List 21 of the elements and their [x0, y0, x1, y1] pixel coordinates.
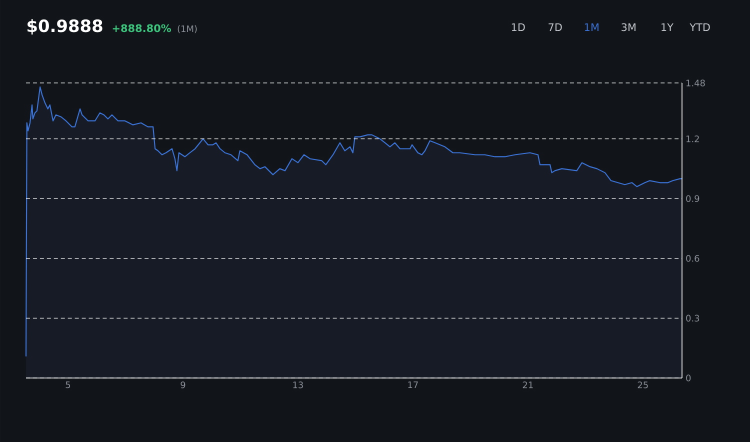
chart-subtitle: +888.80%: [112, 24, 172, 32]
y-tick-label: 0: [686, 374, 691, 382]
x-tick-label: 21: [522, 382, 533, 388]
text: YTD: [690, 23, 710, 31]
chart-title: $0.9888: [28, 19, 102, 34]
x-tick-label: 5: [66, 382, 70, 388]
text: (1M): [178, 25, 197, 34]
y-tick-label: 0.9: [686, 195, 700, 202]
text: 1D: [512, 23, 525, 31]
y-tick-label: 0.6: [686, 255, 700, 262]
text: 1Y: [662, 23, 674, 31]
x-tick-label: 9: [180, 382, 186, 388]
x-tick-label: 13: [293, 382, 303, 388]
text: 7D: [548, 23, 562, 31]
x-tick-label: 17: [408, 382, 418, 388]
y-tick-label: 1.48: [686, 80, 705, 86]
text: 3M: [622, 23, 636, 32]
text: 1M: [584, 23, 598, 31]
y-tick-label: 0.3: [686, 314, 700, 322]
y-tick-label: 1.2: [686, 135, 699, 142]
x-tick-label: 25: [638, 382, 648, 388]
